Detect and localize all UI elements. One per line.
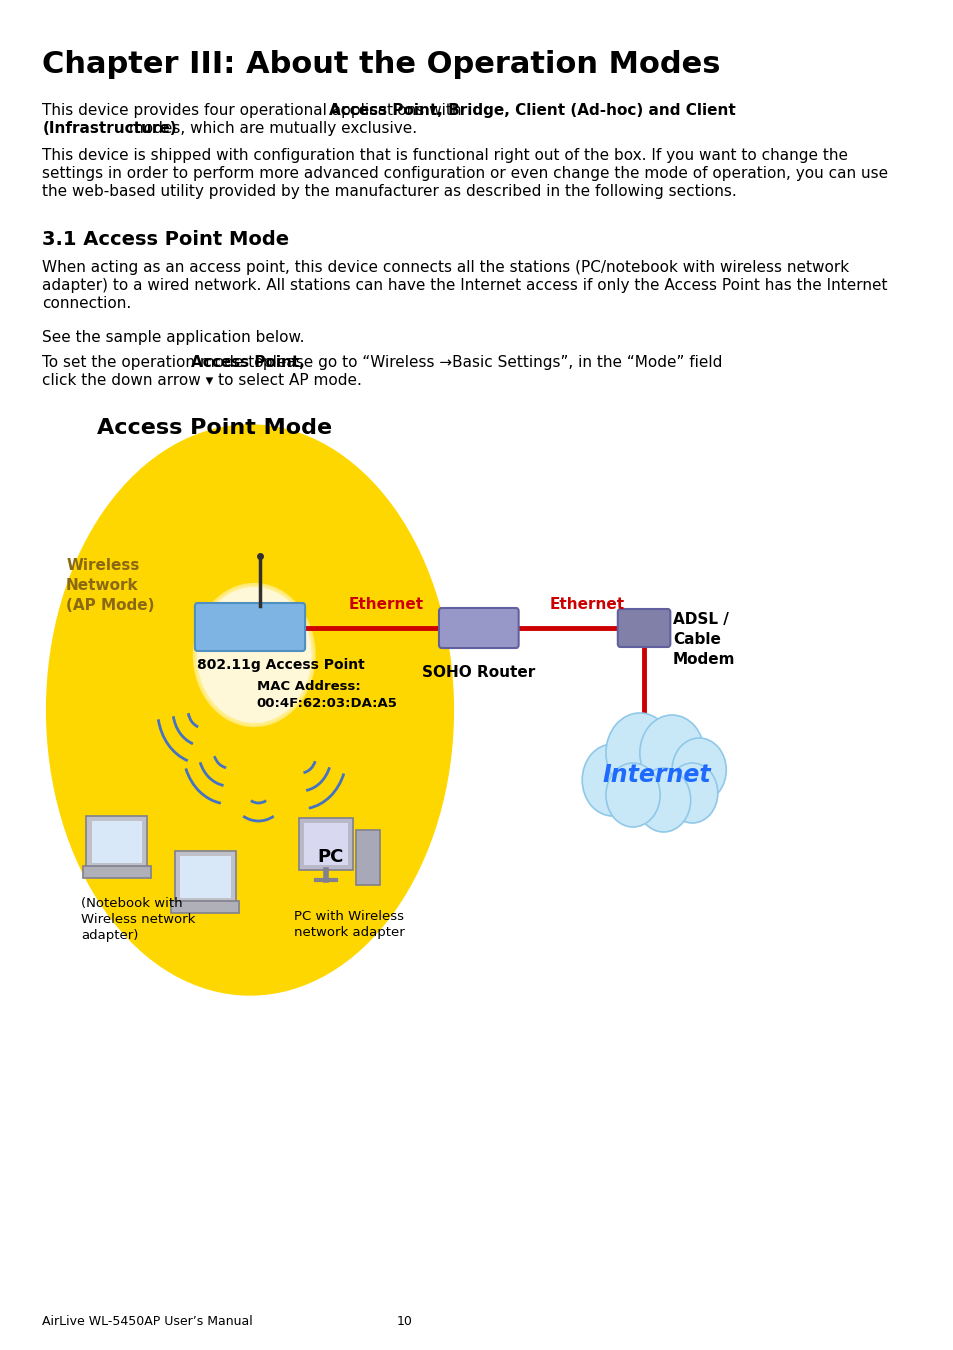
Circle shape bbox=[581, 744, 642, 815]
Circle shape bbox=[605, 763, 659, 828]
Text: Internet: Internet bbox=[602, 763, 710, 787]
Text: Access Point,: Access Point, bbox=[191, 355, 305, 370]
Text: Ethernet: Ethernet bbox=[348, 597, 423, 612]
Text: click the down arrow ▾ to select AP mode.: click the down arrow ▾ to select AP mode… bbox=[42, 373, 362, 387]
FancyBboxPatch shape bbox=[438, 608, 518, 648]
Text: adapter) to a wired network. All stations can have the Internet access if only t: adapter) to a wired network. All station… bbox=[42, 278, 887, 293]
FancyBboxPatch shape bbox=[87, 815, 148, 868]
Text: SOHO Router: SOHO Router bbox=[422, 666, 535, 680]
Text: PC: PC bbox=[317, 848, 344, 865]
FancyBboxPatch shape bbox=[171, 900, 239, 913]
FancyBboxPatch shape bbox=[83, 865, 151, 878]
Circle shape bbox=[666, 763, 717, 824]
Ellipse shape bbox=[194, 585, 314, 725]
Text: the web-based utility provided by the manufacturer as described in the following: the web-based utility provided by the ma… bbox=[42, 184, 737, 198]
FancyBboxPatch shape bbox=[304, 824, 348, 865]
Text: 10: 10 bbox=[395, 1315, 412, 1328]
Text: MAC Address:
00:4F:62:03:DA:A5: MAC Address: 00:4F:62:03:DA:A5 bbox=[256, 680, 397, 710]
Text: ADSL /
Cable
Modem: ADSL / Cable Modem bbox=[672, 612, 735, 667]
Text: Ethernet: Ethernet bbox=[549, 597, 624, 612]
Text: modes, which are mutually exclusive.: modes, which are mutually exclusive. bbox=[124, 122, 417, 136]
Circle shape bbox=[636, 768, 690, 832]
FancyBboxPatch shape bbox=[355, 830, 379, 886]
Text: 802.11g Access Point: 802.11g Access Point bbox=[197, 657, 365, 672]
Text: See the sample application below.: See the sample application below. bbox=[42, 329, 305, 346]
Text: This device provides four operational applications with: This device provides four operational ap… bbox=[42, 103, 466, 117]
FancyBboxPatch shape bbox=[618, 609, 670, 647]
Text: AirLive WL-5450AP User’s Manual: AirLive WL-5450AP User’s Manual bbox=[42, 1315, 253, 1328]
FancyBboxPatch shape bbox=[194, 603, 305, 651]
FancyBboxPatch shape bbox=[299, 818, 353, 869]
FancyBboxPatch shape bbox=[91, 821, 142, 863]
Text: Chapter III: About the Operation Modes: Chapter III: About the Operation Modes bbox=[42, 50, 720, 80]
Text: Wireless
Network
(AP Mode): Wireless Network (AP Mode) bbox=[66, 558, 154, 613]
Text: connection.: connection. bbox=[42, 296, 132, 310]
Text: Access Point, Bridge, Client (Ad-hoc) and Client: Access Point, Bridge, Client (Ad-hoc) an… bbox=[329, 103, 736, 117]
Text: (Infrastructure): (Infrastructure) bbox=[42, 122, 177, 136]
Text: This device is shipped with configuration that is functional right out of the bo: This device is shipped with configuratio… bbox=[42, 148, 847, 163]
Circle shape bbox=[605, 713, 673, 792]
Circle shape bbox=[671, 738, 725, 802]
Ellipse shape bbox=[47, 425, 453, 995]
Text: 3.1 Access Point Mode: 3.1 Access Point Mode bbox=[42, 230, 289, 248]
Text: To set the operation mode to: To set the operation mode to bbox=[42, 355, 269, 370]
Circle shape bbox=[639, 716, 703, 791]
Text: Access Point Mode: Access Point Mode bbox=[97, 418, 333, 437]
Text: settings in order to perform more advanced configuration or even change the mode: settings in order to perform more advanc… bbox=[42, 166, 887, 181]
Text: PC with Wireless
network adapter: PC with Wireless network adapter bbox=[294, 910, 404, 940]
FancyBboxPatch shape bbox=[174, 850, 235, 903]
Text: (Notebook with
Wireless network
adapter): (Notebook with Wireless network adapter) bbox=[81, 896, 195, 942]
Text: please go to “Wireless →Basic Settings”, in the “Mode” field: please go to “Wireless →Basic Settings”,… bbox=[257, 355, 721, 370]
FancyBboxPatch shape bbox=[179, 856, 231, 898]
Text: When acting as an access point, this device connects all the stations (PC/notebo: When acting as an access point, this dev… bbox=[42, 261, 848, 275]
